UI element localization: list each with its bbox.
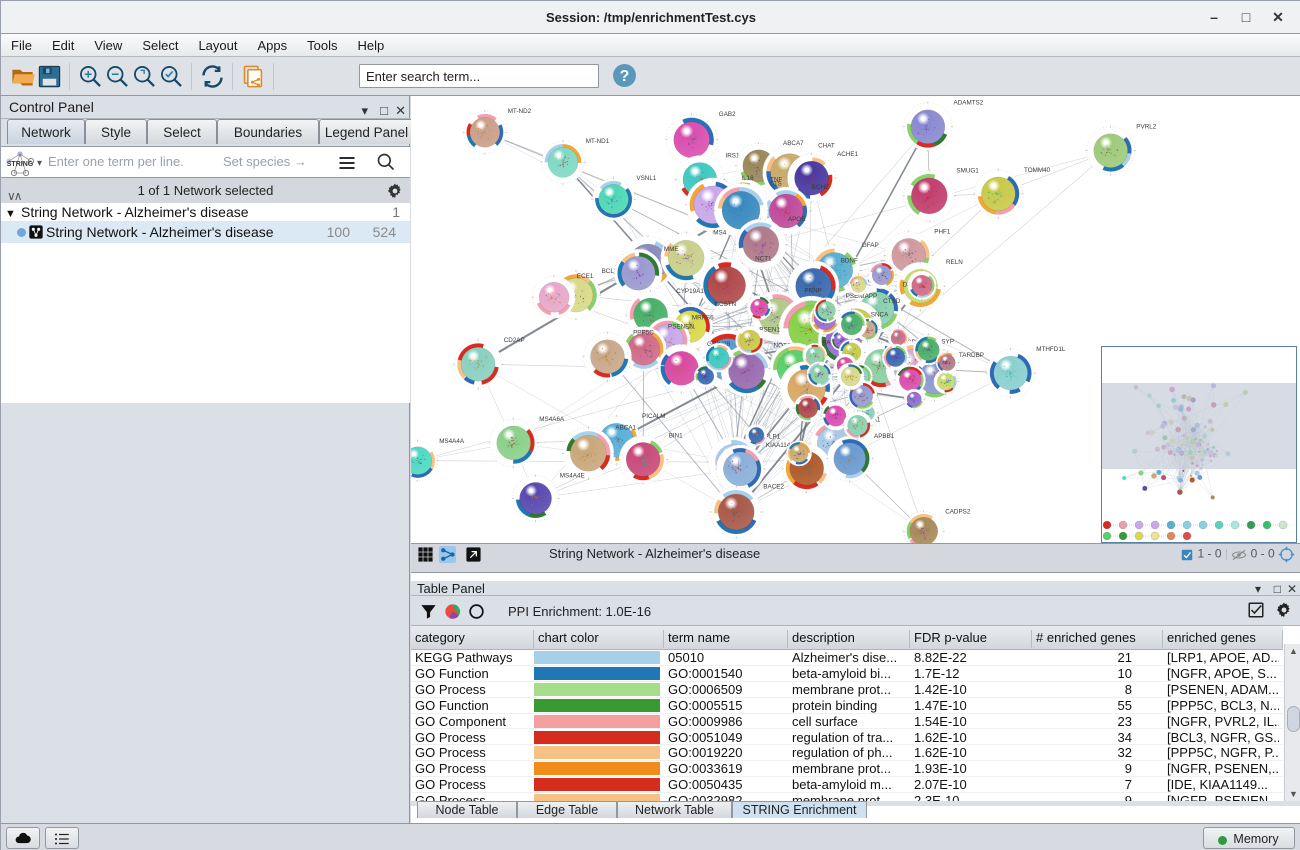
svg-text:PICALM: PICALM (642, 413, 665, 420)
svg-text:TARDBP: TARDBP (959, 352, 984, 359)
svg-text:MS4: MS4 (713, 230, 726, 237)
svg-text:MS4A6A: MS4A6A (539, 416, 565, 423)
svg-text:PSENEN: PSENEN (668, 324, 694, 331)
svg-text:?: ? (620, 68, 630, 85)
svg-text:STRING: STRING (7, 161, 34, 168)
svg-text:ACHE1: ACHE1 (837, 151, 858, 158)
svg-text:MME: MME (664, 246, 679, 253)
svg-text:CYP19A1: CYP19A1 (676, 288, 704, 295)
svg-text:SMUG1: SMUG1 (956, 167, 979, 174)
svg-text:PRNP: PRNP (804, 288, 822, 295)
svg-text:BIN1: BIN1 (669, 432, 683, 439)
svg-text:CHAT: CHAT (818, 143, 835, 150)
svg-text:ECE1: ECE1 (577, 273, 594, 280)
svg-text:MTHFD1L: MTHFD1L (1036, 346, 1066, 353)
svg-text:GFAP: GFAP (862, 242, 879, 249)
svg-text:SNCA: SNCA (871, 312, 889, 319)
svg-text:MT-ND1: MT-ND1 (586, 138, 610, 145)
svg-text:TOMM40: TOMM40 (1024, 167, 1051, 174)
svg-text:PPP5C: PPP5C (633, 330, 654, 337)
svg-text:NCT1: NCT1 (755, 256, 772, 263)
svg-text:APOE: APOE (788, 216, 806, 223)
svg-text:APBB1: APBB1 (874, 433, 895, 440)
svg-text:PVRL2: PVRL2 (1136, 124, 1156, 131)
svg-text:RELN: RELN (946, 259, 963, 266)
svg-text:MS4A4E: MS4A4E (560, 473, 585, 480)
svg-text:BDNF: BDNF (841, 258, 858, 265)
svg-text:BCHE: BCHE (812, 184, 830, 191)
svg-text:NCSTN: NCSTN (715, 301, 737, 308)
svg-text:SYP: SYP (941, 338, 954, 345)
svg-text:IL18: IL18 (741, 175, 754, 182)
svg-text:VSNL1: VSNL1 (636, 175, 656, 182)
svg-text:PHF1: PHF1 (934, 228, 951, 235)
svg-text:GAB2: GAB2 (719, 111, 736, 118)
svg-text:MS4A4A: MS4A4A (439, 438, 465, 445)
svg-text:CTSD: CTSD (883, 298, 901, 305)
svg-text:MRPS6: MRPS6 (692, 315, 714, 322)
svg-text:ADAMTS2: ADAMTS2 (954, 100, 984, 107)
svg-text:ABCA1: ABCA1 (615, 425, 636, 432)
svg-text:PSEN1: PSEN1 (759, 327, 780, 334)
svg-text:MT-ND2: MT-ND2 (508, 108, 532, 115)
svg-text:BACE2: BACE2 (763, 483, 784, 490)
svg-text:CD2AP: CD2AP (504, 337, 525, 344)
svg-text:CADPS2: CADPS2 (945, 508, 971, 515)
svg-text:C1S: C1S (770, 180, 782, 187)
